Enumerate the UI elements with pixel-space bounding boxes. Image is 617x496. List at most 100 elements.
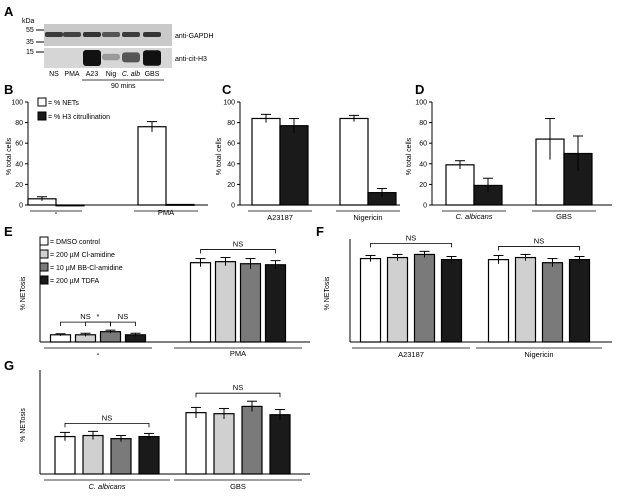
legend-e-swatch-dmso [39,236,49,246]
y-tick-label: 60 [15,141,23,148]
y-axis-label: % NETosis [20,276,27,310]
lane-label: GBS [145,71,160,78]
gapdh-band [45,32,63,37]
legend-e-label-dmso: = DMSO control [50,239,100,246]
bar [49,334,72,343]
y-tick-label: 60 [227,141,235,148]
significance-bracket [64,422,150,428]
bar [185,412,207,475]
category-label: Nigericin [353,213,382,222]
h3-band [102,53,120,61]
legend-e-label-cl-amidine: = 200 µM Cl-amidine [50,252,115,259]
y-axis-label: % total cells [406,137,413,175]
bar [213,413,235,475]
significance-label: NS [406,233,416,242]
panel-label-d: D [415,82,424,97]
category-label: GBS [556,212,572,221]
legend-e-swatch-bb-cl-amidine [39,262,49,272]
bar [269,414,291,475]
significance-bracket [498,246,580,251]
significance-label: NS [534,236,544,245]
panel-label-f: F [316,224,324,239]
y-tick-label: 0 [19,203,23,210]
significance-bracket [110,321,136,327]
chart-g: % NETosis C. albicans NS GBS NS [20,370,310,491]
bar [264,264,287,343]
h3-band [122,52,140,63]
category-label: - [55,208,58,217]
marker-35: 35 [26,39,34,46]
lane-label: C. alb [122,71,140,78]
legend-b-swatch-h3 [37,111,47,121]
significance-label: NS [233,383,243,392]
significance-label: NS [118,312,128,321]
y-tick-label: 80 [15,120,23,127]
lane-label: NS [49,71,59,78]
legend-e: = DMSO control = 200 µM Cl-amidine = 10 … [39,236,123,285]
y-tick-label: 80 [419,120,427,127]
y-tick-label: 20 [227,182,235,189]
y-tick-label: 60 [419,141,427,148]
gapdh-band [143,32,161,37]
bar [189,262,212,343]
significance-bracket [195,392,281,398]
chart-b: 0 20 40 60 80 100 % total cells - PMA [6,100,208,217]
bar [54,435,76,475]
bar [279,125,309,206]
bar [541,262,564,343]
bar [445,164,475,206]
panel-label-b: B [4,82,13,97]
chart-f: % NETosis A23187 NS Nigericin NS [324,233,612,359]
bar [214,261,237,343]
chart-d: 0 20 40 60 80 100 % total cells C. albicans GBS [406,100,612,221]
bar [165,203,195,206]
y-axis-label: % total cells [216,137,223,175]
y-tick-label: 40 [419,161,427,168]
legend-b-label-nets: = % NETs [48,100,79,107]
y-tick-label: 40 [15,161,23,168]
y-tick-label: 0 [231,203,235,210]
bar [440,259,463,343]
legend-b-label-h3: = % H3 citrullination [48,114,110,121]
y-tick-label: 20 [15,182,23,189]
legend-b-swatch-nets [37,97,47,107]
lane-label: A23 [86,71,99,78]
bar [413,253,436,343]
y-axis-label: % NETosis [324,276,331,310]
bar [137,126,167,206]
kda-label: kDa [22,18,35,25]
marker-15: 15 [26,49,34,56]
category-label: PMA [230,349,246,358]
panel-label-a: A [4,4,14,19]
legend-e-label-tdfa: = 200 µM TDFA [50,278,100,285]
y-tick-label: 20 [419,182,427,189]
y-tick-label: 40 [227,161,235,168]
bar [138,435,160,475]
category-label: - [97,349,100,358]
chart-e: % NETosis - NS * NS PMA NS [20,239,310,358]
significance-bracket [85,321,111,327]
y-tick-label: 100 [415,100,427,107]
y-tick-label: 100 [11,100,23,107]
bar [239,263,262,343]
gapdh-band [122,32,140,37]
bar [514,256,537,343]
gapdh-band [63,32,81,37]
bar [568,259,591,343]
bar [487,259,510,343]
category-label: Nigericin [524,350,553,359]
blot-h3-strip [44,48,172,68]
panel-label-e: E [4,224,13,239]
significance-label: NS [80,312,90,321]
bar [359,257,382,343]
h3-band [83,50,101,66]
y-tick-label: 100 [223,100,235,107]
h3-band [143,50,161,66]
category-label: PMA [158,208,174,217]
legend-e-swatch-cl-amidine [39,249,49,259]
western-blot: kDa 55 35 15 anti-GAPDH anti-cit-H3 NS PM… [22,18,214,90]
bar [55,204,85,207]
gapdh-band [102,32,120,37]
y-tick-label: 0 [423,203,427,210]
